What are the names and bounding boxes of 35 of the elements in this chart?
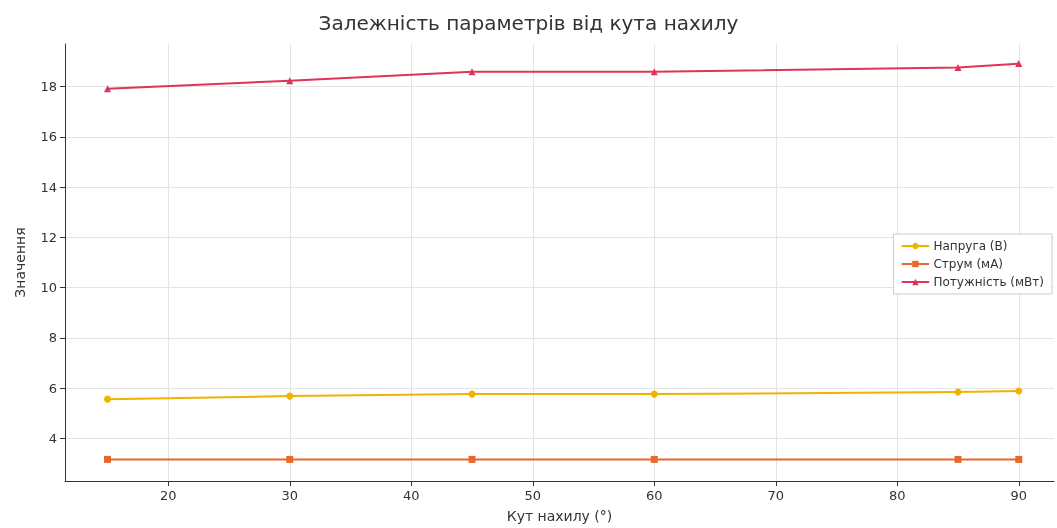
y-tick-label: 14	[40, 179, 57, 195]
point	[650, 390, 658, 398]
y-tick-label: 16	[40, 129, 57, 145]
y-axis-title: Значення	[12, 227, 28, 298]
x-tick-label: 20	[160, 488, 177, 503]
point	[1015, 387, 1023, 395]
point	[1015, 455, 1023, 463]
point	[650, 455, 658, 463]
y-tick-label: 18	[40, 79, 57, 95]
point	[104, 455, 112, 463]
point	[954, 64, 962, 72]
legend-label: Напруга (В)	[933, 239, 1008, 253]
point	[468, 455, 476, 463]
point	[104, 395, 112, 403]
legend-label: Потужність (мВт)	[933, 275, 1044, 289]
point	[468, 68, 476, 76]
point	[286, 392, 294, 400]
y-tick-label: 6	[48, 380, 57, 396]
y-tick-label: 10	[40, 280, 57, 296]
x-tick-label: 60	[646, 488, 663, 503]
x-tick-label: 70	[767, 488, 785, 503]
point	[104, 85, 112, 93]
x-tick-label: 30	[281, 488, 299, 503]
y-tick-label: 4	[48, 430, 57, 446]
point	[954, 455, 962, 463]
y-tick-label: 12	[40, 229, 57, 245]
x-tick-label: 90	[1010, 488, 1028, 503]
x-tick-label: 40	[403, 488, 420, 503]
legend-label: Струм (мА)	[933, 257, 1004, 271]
point	[286, 455, 294, 463]
chart-title: Залежність параметрів від кута нахилу	[318, 11, 739, 35]
x-tick-label: 80	[888, 488, 906, 503]
x-axis-title: Кут нахилу (°)	[506, 508, 613, 524]
x-tick-label: 50	[524, 488, 542, 503]
y-tick-label: 8	[48, 330, 57, 346]
